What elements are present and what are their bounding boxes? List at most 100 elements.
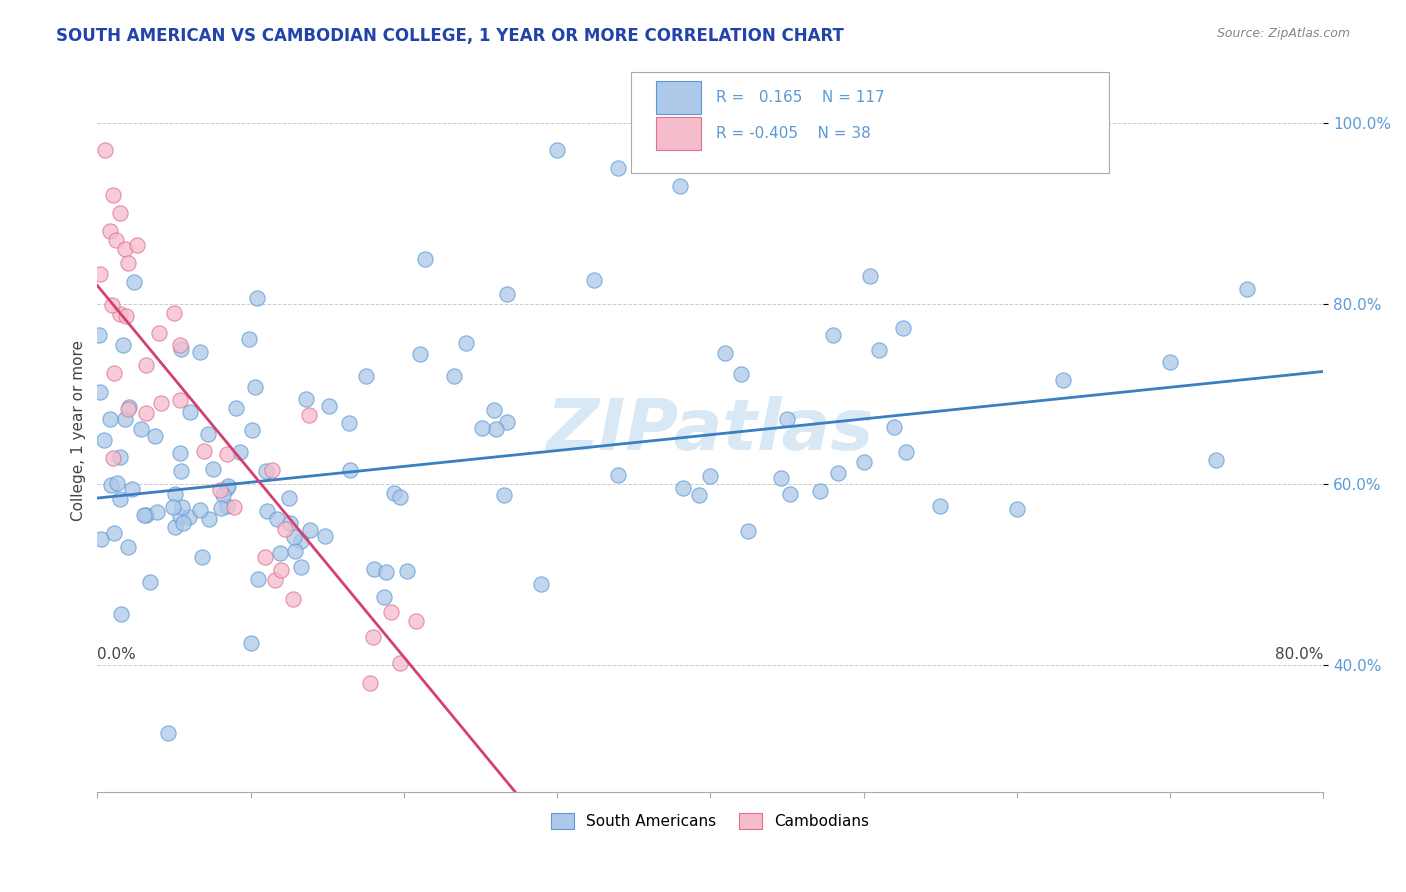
Point (492, 488, 515, 502)
Point (89, 267, 111, 281)
Point (270, 563, 292, 577)
Point (169, 338, 191, 352)
Text: Source: ZipAtlas.com: Source: ZipAtlas.com (1216, 27, 1350, 40)
Point (339, 463, 361, 477)
Point (197, 427, 219, 442)
Point (769, 471, 792, 485)
Point (193, 444, 215, 458)
Point (201, 462, 224, 476)
Point (672, 481, 695, 495)
Point (496, 287, 519, 301)
Point (278, 491, 301, 505)
Text: R =   0.165    N = 117: R = 0.165 N = 117 (717, 90, 884, 105)
Point (264, 574, 287, 588)
Point (172, 500, 194, 515)
Text: 80.0%: 80.0% (1275, 648, 1323, 662)
Point (260, 463, 283, 477)
Point (318, 399, 340, 413)
Text: ZIPatlas: ZIPatlas (547, 396, 875, 465)
Point (105, 475, 128, 490)
Point (359, 676, 381, 690)
Point (274, 522, 297, 536)
Point (607, 468, 630, 483)
Point (810, 483, 832, 498)
Point (170, 464, 193, 478)
Point (103, 450, 125, 465)
Point (115, 309, 138, 323)
Point (188, 345, 211, 359)
Point (779, 487, 801, 501)
Point (217, 479, 239, 493)
Point (114, 243, 136, 257)
Point (409, 347, 432, 361)
Point (354, 369, 377, 384)
Point (170, 343, 193, 357)
Point (104, 233, 127, 247)
Point (145, 429, 167, 443)
Point (471, 421, 494, 435)
Point (157, 726, 180, 740)
Point (363, 561, 385, 575)
Point (225, 401, 247, 415)
Point (413, 252, 436, 266)
Point (177, 510, 200, 524)
Point (90, 532, 112, 546)
Point (290, 534, 312, 549)
Point (224, 500, 246, 514)
Point (827, 467, 849, 481)
Point (135, 508, 157, 522)
FancyBboxPatch shape (657, 81, 700, 114)
Point (163, 306, 186, 320)
Point (852, 454, 875, 468)
Point (859, 268, 882, 283)
Point (281, 591, 304, 606)
Point (688, 488, 710, 502)
Point (380, 605, 402, 619)
Point (278, 516, 301, 530)
Point (89, 385, 111, 400)
Point (546, 143, 568, 157)
Point (246, 291, 269, 305)
Point (169, 509, 191, 524)
Point (699, 469, 721, 483)
Point (295, 392, 318, 406)
Point (100, 478, 122, 492)
Point (103, 526, 125, 541)
Point (163, 487, 186, 501)
Point (135, 359, 157, 373)
Point (1159, 355, 1181, 369)
Point (395, 564, 418, 578)
Point (485, 422, 508, 436)
Point (101, 298, 124, 312)
Point (443, 368, 465, 383)
Point (868, 343, 890, 357)
Point (530, 577, 553, 591)
Point (389, 656, 412, 670)
Point (929, 499, 952, 513)
Point (883, 419, 905, 434)
Point (730, 367, 752, 381)
Point (110, 492, 132, 507)
Point (737, 524, 759, 539)
Point (172, 516, 194, 531)
Point (314, 528, 336, 542)
Point (125, 238, 148, 252)
Point (212, 488, 235, 502)
Point (93, 433, 115, 447)
Point (148, 326, 170, 340)
Point (240, 423, 263, 437)
Point (374, 566, 396, 580)
Point (162, 500, 184, 514)
Point (254, 465, 277, 479)
Point (337, 417, 360, 431)
Point (98, 224, 121, 238)
Point (132, 508, 155, 522)
Point (373, 591, 395, 605)
Point (110, 607, 132, 622)
Point (1005, 502, 1028, 516)
Point (583, 273, 606, 287)
FancyBboxPatch shape (657, 117, 700, 150)
Point (191, 549, 214, 564)
Point (117, 540, 139, 554)
Point (190, 503, 212, 517)
